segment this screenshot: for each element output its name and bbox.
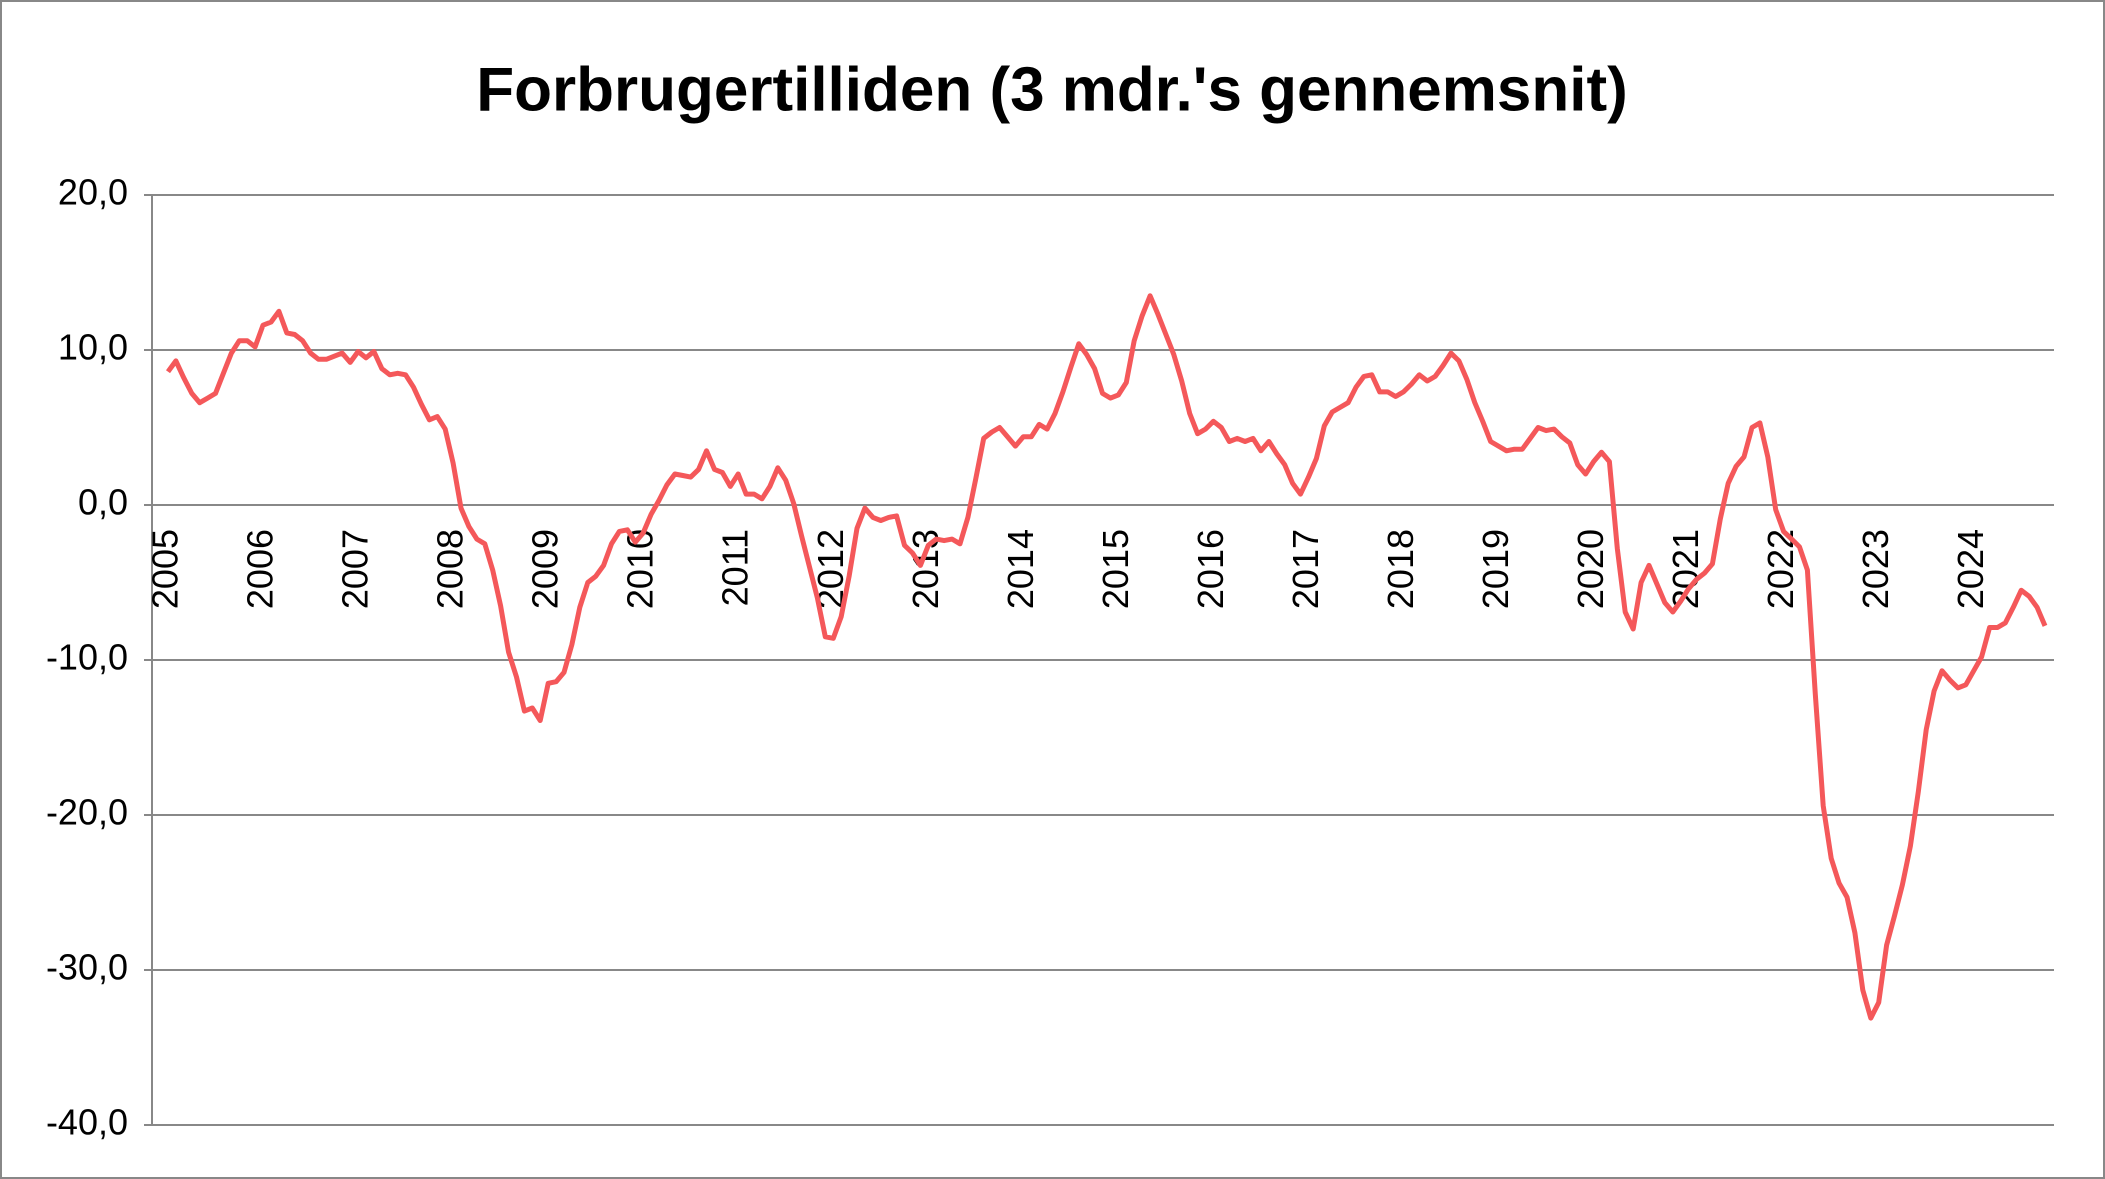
x-tick-label: 2007 xyxy=(335,529,376,609)
y-tick-label: -30,0 xyxy=(46,947,128,988)
x-tick-label: 2010 xyxy=(620,529,661,609)
x-tick-label: 2005 xyxy=(145,529,186,609)
x-tick-label: 2017 xyxy=(1285,529,1326,609)
x-tick-label: 2020 xyxy=(1570,529,1611,609)
y-tick-label: 20,0 xyxy=(58,172,128,213)
x-tick-label: 2011 xyxy=(715,529,756,606)
x-tick-label: 2014 xyxy=(1000,529,1041,609)
chart-title: Forbrugertilliden (3 mdr.'s gennemsnit) xyxy=(476,55,1628,124)
x-tick-label: 2018 xyxy=(1380,529,1421,609)
x-tick-label: 2019 xyxy=(1475,529,1516,609)
x-tick-label: 2009 xyxy=(525,529,566,609)
x-tick-label: 2013 xyxy=(905,529,946,609)
y-tick-label: 10,0 xyxy=(58,327,128,368)
x-tick-label: 2016 xyxy=(1190,529,1231,609)
x-tick-label: 2023 xyxy=(1855,529,1896,609)
y-tick-label: 0,0 xyxy=(78,482,128,523)
data-line xyxy=(165,293,2048,1021)
y-tick-label: -40,0 xyxy=(46,1102,128,1143)
x-tick-label: 2006 xyxy=(240,529,281,609)
y-tick-label: -10,0 xyxy=(46,637,128,678)
x-tick-label: 2008 xyxy=(430,529,471,609)
y-tick-label: -20,0 xyxy=(46,792,128,833)
x-tick-label: 2024 xyxy=(1950,529,1991,609)
x-tick-label: 2015 xyxy=(1095,529,1136,609)
